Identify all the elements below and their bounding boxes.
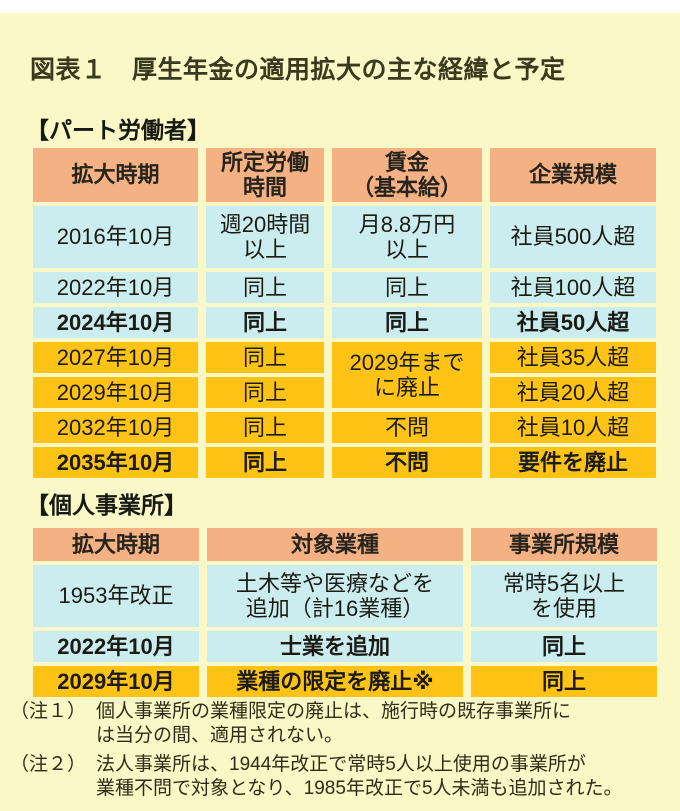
table-cell: 同上 <box>471 631 657 662</box>
note-text: 法人事業所は、1944年改正で常時5人以上使用の事業所が 業種不問で対象となり、… <box>96 753 623 799</box>
table-cell: 同上 <box>206 307 324 338</box>
table-cell: 同上 <box>206 342 324 373</box>
column-header: 所定労働 時間 <box>206 148 324 202</box>
table-cell-merged: 2029年まで に廃止 <box>332 342 482 408</box>
table-cell: 1953年改正 <box>33 565 199 627</box>
column-header: 企業規模 <box>490 148 656 202</box>
column-header: 拡大時期 <box>33 528 199 561</box>
table-cell: 土木等や医療などを 追加（計16業種） <box>207 565 463 627</box>
table-cell: 2029年10月 <box>33 666 199 697</box>
note-label: （注２） <box>10 753 87 775</box>
column-header: 賃金 （基本給） <box>332 148 482 202</box>
column-header: 事業所規模 <box>471 528 657 561</box>
note-item: （注２） 法人事業所は、1944年改正で常時5人以上使用の事業所が 業種不問で対… <box>10 753 672 801</box>
table-cell: 社員20人超 <box>490 377 656 408</box>
page-title: 図表１ 厚生年金の適用拡大の主な経緯と予定 <box>30 56 566 84</box>
table-cell: 同上 <box>471 666 657 697</box>
table-cell: 同上 <box>206 412 324 443</box>
note-item: （注１） 個人事業所の業種限定の廃止は、施行時の既存事業所に は当分の間、適用さ… <box>10 700 672 748</box>
table-cell: 社員500人超 <box>490 206 656 268</box>
table-cell: 社員50人超 <box>490 307 656 338</box>
table-cell: 常時5名以上 を使用 <box>471 565 657 627</box>
table-cell: 2016年10月 <box>33 206 198 268</box>
table-cell: 2032年10月 <box>33 412 198 443</box>
table-cell: 2029年10月 <box>33 377 198 408</box>
footnotes: （注１） 個人事業所の業種限定の廃止は、施行時の既存事業所に は当分の間、適用さ… <box>10 700 672 806</box>
table-cell: 同上 <box>332 272 482 303</box>
column-header: 拡大時期 <box>33 148 198 202</box>
table-cell: 社員10人超 <box>490 412 656 443</box>
table-cell: 同上 <box>206 447 324 478</box>
table-cell: 士業を追加 <box>207 631 463 662</box>
table-cell: 2022年10月 <box>33 272 198 303</box>
table-cell: 2035年10月 <box>33 447 198 478</box>
table-cell: 業種の限定を廃止※ <box>207 666 463 697</box>
part-time-table: 拡大時期 所定労働 時間 賃金 （基本給） 企業規模 2016年10月 週20時… <box>33 148 656 478</box>
table-cell: 不問 <box>332 412 482 443</box>
table-cell: 2022年10月 <box>33 631 199 662</box>
top-margin <box>0 0 680 13</box>
sole-proprietor-table: 拡大時期 対象業種 事業所規模 1953年改正 土木等や医療などを 追加（計16… <box>33 528 657 697</box>
table-cell: 同上 <box>206 272 324 303</box>
table-cell: 同上 <box>206 377 324 408</box>
section-heading-sole-proprietor: 【個人事業所】 <box>26 492 187 518</box>
table-cell: 週20時間 以上 <box>206 206 324 268</box>
table-cell: 月8.8万円 以上 <box>332 206 482 268</box>
table-cell: 不問 <box>332 447 482 478</box>
table-cell: 社員100人超 <box>490 272 656 303</box>
section-heading-part-time: 【パート労働者】 <box>26 117 210 143</box>
table-cell: 同上 <box>332 307 482 338</box>
note-label: （注１） <box>10 701 87 722</box>
table-cell: 2027年10月 <box>33 342 198 373</box>
table-cell: 2024年10月 <box>33 307 198 338</box>
table-cell: 社員35人超 <box>490 342 656 373</box>
note-text: 個人事業所の業種限定の廃止は、施行時の既存事業所に は当分の間、適用されない。 <box>96 701 572 746</box>
table-cell: 要件を廃止 <box>490 447 656 478</box>
column-header: 対象業種 <box>207 528 463 561</box>
